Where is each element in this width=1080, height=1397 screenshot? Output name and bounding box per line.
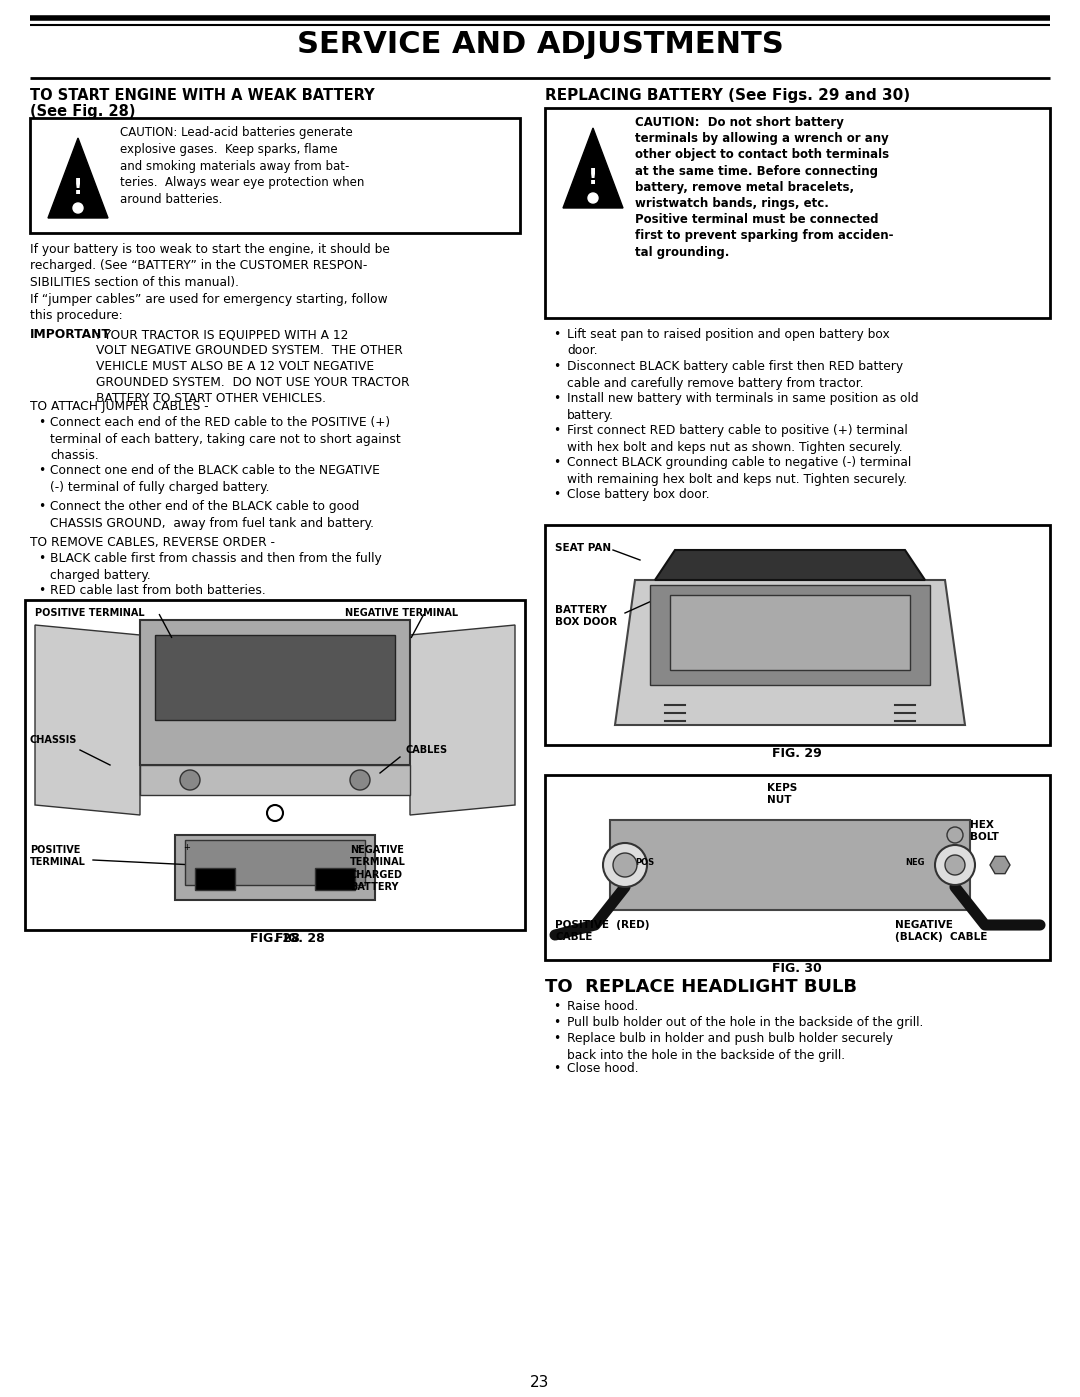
Text: !: ! [73, 177, 83, 198]
Text: Close battery box door.: Close battery box door. [567, 488, 710, 502]
FancyBboxPatch shape [195, 868, 235, 890]
Text: NEG: NEG [905, 858, 924, 868]
Polygon shape [48, 138, 108, 218]
Text: If your battery is too weak to start the engine, it should be
recharged. (See “B: If your battery is too weak to start the… [30, 243, 390, 289]
Text: FIG. 29: FIG. 29 [772, 747, 822, 760]
Text: FIG. 28: FIG. 28 [251, 932, 300, 944]
FancyBboxPatch shape [610, 820, 970, 909]
Text: NEGATIVE
TERMINAL: NEGATIVE TERMINAL [350, 845, 406, 866]
Text: •: • [553, 328, 561, 341]
FancyBboxPatch shape [156, 636, 395, 719]
FancyBboxPatch shape [545, 525, 1050, 745]
Text: IMPORTANT: IMPORTANT [30, 328, 111, 341]
Text: REPLACING BATTERY (See Figs. 29 and 30): REPLACING BATTERY (See Figs. 29 and 30) [545, 88, 910, 103]
Circle shape [180, 770, 200, 789]
Circle shape [603, 842, 647, 887]
Circle shape [73, 203, 83, 212]
Text: !: ! [588, 168, 598, 189]
Polygon shape [654, 550, 924, 580]
Polygon shape [615, 580, 966, 725]
FancyBboxPatch shape [650, 585, 930, 685]
Text: POSITIVE
TERMINAL: POSITIVE TERMINAL [30, 845, 86, 866]
Text: •: • [38, 500, 45, 513]
Circle shape [947, 827, 963, 842]
Text: First connect RED battery cable to positive (+) terminal
with hex bolt and keps : First connect RED battery cable to posit… [567, 425, 908, 454]
FancyBboxPatch shape [25, 599, 525, 930]
Text: •: • [553, 360, 561, 373]
Text: TO  REPLACE HEADLIGHT BULB: TO REPLACE HEADLIGHT BULB [545, 978, 858, 996]
Polygon shape [410, 624, 515, 814]
Circle shape [613, 854, 637, 877]
Text: •: • [38, 416, 45, 429]
FancyBboxPatch shape [175, 835, 375, 900]
Circle shape [267, 805, 283, 821]
FancyBboxPatch shape [140, 766, 410, 795]
Text: If “jumper cables” are used for emergency starting, follow
this procedure:: If “jumper cables” are used for emergenc… [30, 293, 388, 323]
Text: Connect one end of the BLACK cable to the NEGATIVE
(-) terminal of fully charged: Connect one end of the BLACK cable to th… [50, 464, 380, 493]
Text: •: • [553, 488, 561, 502]
Text: •: • [553, 455, 561, 469]
Text: KEPS
NUT: KEPS NUT [767, 782, 797, 805]
Text: •: • [553, 1032, 561, 1045]
Text: Raise hood.: Raise hood. [567, 1000, 638, 1013]
Text: Connect BLACK grounding cable to negative (-) terminal
with remaining hex bolt a: Connect BLACK grounding cable to negativ… [567, 455, 912, 486]
Circle shape [350, 770, 370, 789]
Circle shape [588, 193, 598, 203]
Text: Connect the other end of the BLACK cable to good
CHASSIS GROUND,  away from fuel: Connect the other end of the BLACK cable… [50, 500, 374, 529]
Polygon shape [990, 856, 1010, 873]
Text: Connect each end of the RED cable to the POSITIVE (+)
terminal of each battery, : Connect each end of the RED cable to the… [50, 416, 401, 462]
Text: 23: 23 [530, 1375, 550, 1390]
Text: •: • [38, 552, 45, 564]
Text: TO ATTACH JUMPER CABLES -: TO ATTACH JUMPER CABLES - [30, 400, 208, 414]
Text: •: • [38, 584, 45, 597]
Text: HEX
BOLT: HEX BOLT [970, 820, 999, 841]
Text: SEAT PAN: SEAT PAN [555, 543, 611, 553]
FancyBboxPatch shape [315, 868, 355, 890]
FancyBboxPatch shape [185, 840, 365, 886]
Text: POSITIVE TERMINAL: POSITIVE TERMINAL [35, 608, 145, 617]
Text: CAUTION: Lead-acid batteries generate
explosive gases.  Keep sparks, flame
and s: CAUTION: Lead-acid batteries generate ex… [120, 126, 364, 207]
Text: Disconnect BLACK battery cable first then RED battery
cable and carefully remove: Disconnect BLACK battery cable first the… [567, 360, 903, 390]
Text: FIG. 30: FIG. 30 [772, 963, 822, 975]
Text: POSITIVE  (RED)
CABLE: POSITIVE (RED) CABLE [555, 921, 649, 942]
Text: TO REMOVE CABLES, REVERSE ORDER -: TO REMOVE CABLES, REVERSE ORDER - [30, 536, 275, 549]
Text: •: • [553, 1062, 561, 1076]
Text: •: • [553, 1000, 561, 1013]
Text: Close hood.: Close hood. [567, 1062, 638, 1076]
FancyBboxPatch shape [545, 108, 1050, 319]
Circle shape [935, 845, 975, 886]
Circle shape [945, 855, 966, 875]
Text: CAUTION:  Do not short battery
terminals by allowing a wrench or any
other objec: CAUTION: Do not short battery terminals … [635, 116, 893, 258]
Text: Pull bulb holder out of the hole in the backside of the grill.: Pull bulb holder out of the hole in the … [567, 1016, 923, 1030]
Text: : YOUR TRACTOR IS EQUIPPED WITH A 12
VOLT NEGATIVE GROUNDED SYSTEM.  THE OTHER
V: : YOUR TRACTOR IS EQUIPPED WITH A 12 VOL… [96, 328, 409, 405]
Text: Replace bulb in holder and push bulb holder securely
back into the hole in the b: Replace bulb in holder and push bulb hol… [567, 1032, 893, 1062]
Text: BLACK cable first from chassis and then from the fully
charged battery.: BLACK cable first from chassis and then … [50, 552, 381, 581]
Polygon shape [35, 624, 140, 814]
Polygon shape [563, 129, 623, 208]
Text: FIG. 28: FIG. 28 [275, 932, 325, 944]
Text: Install new battery with terminals in same position as old
battery.: Install new battery with terminals in sa… [567, 393, 919, 422]
Text: •: • [553, 393, 561, 405]
Text: BATTERY
BOX DOOR: BATTERY BOX DOOR [555, 605, 617, 627]
Text: SERVICE AND ADJUSTMENTS: SERVICE AND ADJUSTMENTS [297, 29, 783, 59]
FancyBboxPatch shape [30, 117, 519, 233]
Text: -: - [357, 842, 360, 852]
Text: (See Fig. 28): (See Fig. 28) [30, 103, 135, 119]
Text: CABLES: CABLES [405, 745, 447, 754]
Text: RED cable last from both batteries.: RED cable last from both batteries. [50, 584, 266, 597]
FancyBboxPatch shape [545, 775, 1050, 960]
Text: CHARGED
BATTERY: CHARGED BATTERY [350, 870, 403, 891]
Text: •: • [553, 425, 561, 437]
Text: TO START ENGINE WITH A WEAK BATTERY: TO START ENGINE WITH A WEAK BATTERY [30, 88, 375, 103]
Text: •: • [38, 464, 45, 476]
Text: Lift seat pan to raised position and open battery box
door.: Lift seat pan to raised position and ope… [567, 328, 890, 358]
Text: •: • [553, 1016, 561, 1030]
Text: POS: POS [635, 858, 654, 868]
Text: CHASSIS: CHASSIS [30, 735, 78, 745]
FancyBboxPatch shape [140, 620, 410, 766]
FancyBboxPatch shape [670, 595, 910, 671]
Text: NEGATIVE
(BLACK)  CABLE: NEGATIVE (BLACK) CABLE [895, 921, 987, 942]
Text: +: + [183, 842, 190, 852]
Text: NEGATIVE TERMINAL: NEGATIVE TERMINAL [345, 608, 458, 617]
